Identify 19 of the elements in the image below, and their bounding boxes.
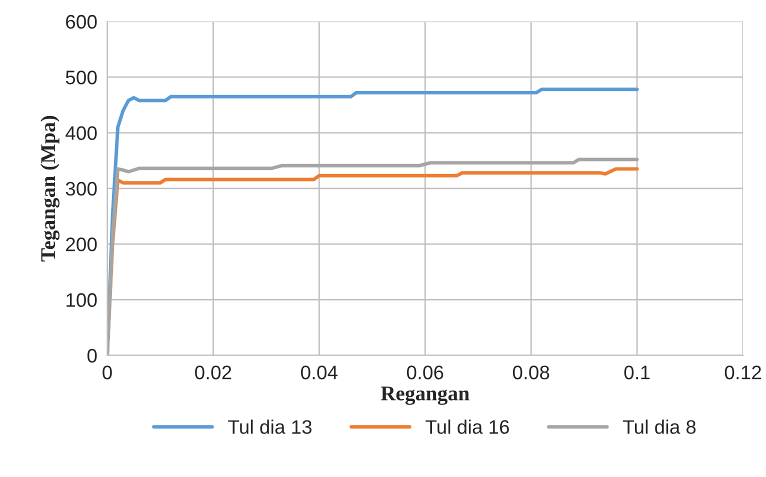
x-tick-label: 0.06: [406, 366, 444, 380]
x-tick-label: 0: [102, 366, 112, 380]
x-axis-title: Regangan: [380, 386, 470, 405]
y-tick-label: 0: [87, 348, 97, 363]
legend-label: Tul dia 13: [228, 420, 312, 434]
x-tick-label: 0.1: [624, 366, 650, 380]
y-tick-label: 300: [66, 182, 97, 196]
y-tick-label: 600: [66, 14, 97, 29]
x-tick-label: 0.12: [724, 366, 761, 380]
x-tick-label: 0.02: [195, 366, 232, 380]
y-tick-label: 500: [66, 70, 97, 84]
legend-label: Tul dia 8: [623, 420, 696, 434]
y-tick-label: 200: [66, 238, 97, 252]
legend-label: Tul dia 16: [426, 420, 509, 434]
y-tick-label: 100: [66, 293, 97, 307]
x-tick-label: 0.08: [512, 366, 550, 380]
x-tick-label: 0.04: [301, 366, 338, 380]
y-tick-label: 400: [66, 126, 97, 140]
y-axis-title: Tegangan (Mpa): [40, 116, 60, 262]
